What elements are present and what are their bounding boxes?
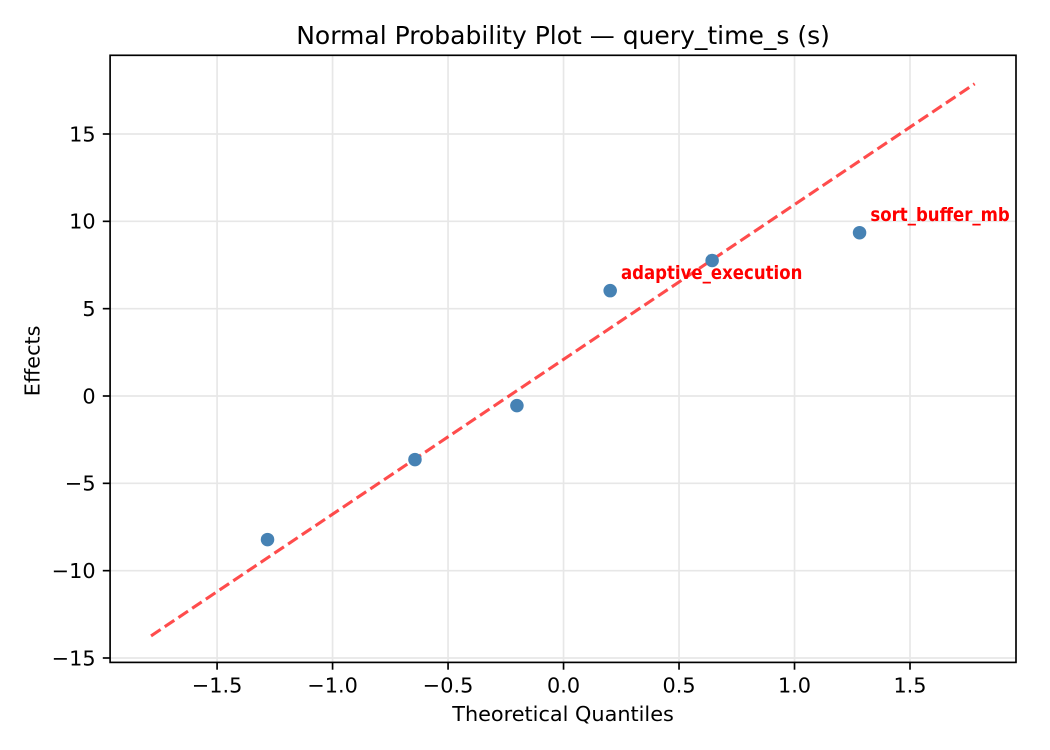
- y-tick-label: −5: [65, 472, 96, 496]
- data-point: [705, 253, 719, 268]
- y-tick-label: 10: [69, 210, 95, 234]
- x-tick-label: 1.5: [893, 674, 926, 698]
- point-annotation: adaptive_execution: [621, 263, 802, 284]
- x-tick-label: −0.5: [423, 674, 474, 698]
- y-tick-label: −15: [52, 646, 96, 670]
- x-tick-label: 1.0: [778, 674, 811, 698]
- x-tick-label: −1.5: [192, 674, 243, 698]
- data-point: [603, 283, 617, 298]
- x-tick-label: −1.0: [307, 674, 358, 698]
- data-point: [852, 225, 867, 240]
- fit-line: [150, 82, 976, 638]
- data-point: [510, 398, 524, 413]
- data-point: [260, 532, 275, 547]
- x-axis-label: Theoretical Quantiles: [451, 702, 674, 726]
- y-tick-label: −10: [52, 559, 96, 583]
- y-tick-label: 0: [82, 384, 95, 408]
- x-tick-label: 0.5: [662, 674, 695, 698]
- data-point: [408, 452, 422, 467]
- y-axis-label: Effects: [21, 326, 45, 397]
- x-tick-label: 0.0: [547, 674, 580, 698]
- y-tick-label: 15: [69, 122, 95, 146]
- chart-title: Normal Probability Plot — query_time_s (…: [296, 21, 830, 50]
- axes-frame: [109, 54, 1017, 664]
- y-tick-label: 5: [82, 297, 95, 321]
- point-annotation: sort_buffer_mb: [870, 205, 1009, 226]
